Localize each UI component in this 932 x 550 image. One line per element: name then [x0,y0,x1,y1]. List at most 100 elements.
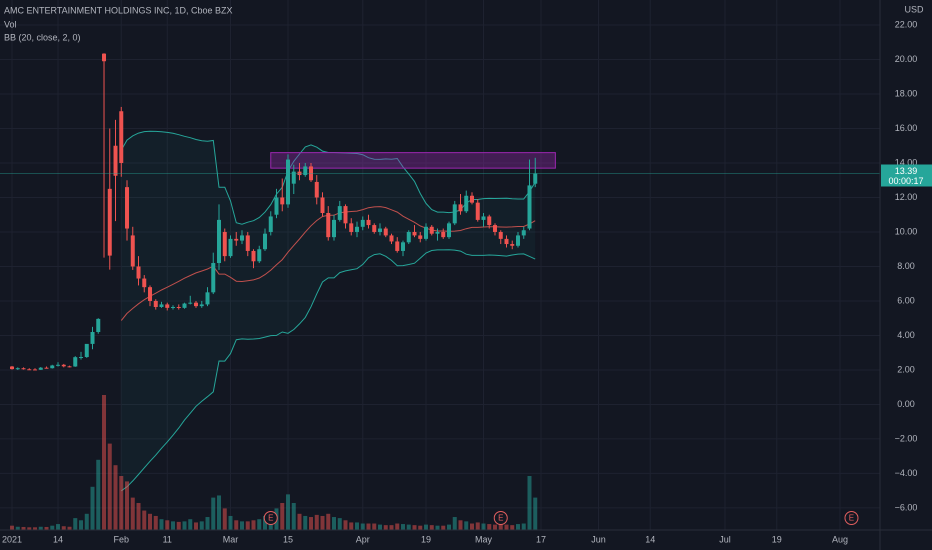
candle-body [67,366,72,368]
volume-bar [263,515,268,530]
volume-bar [125,481,130,530]
volume-bar [441,525,446,530]
candle-body [337,206,342,220]
y-tick-label: 10.00 [895,226,918,236]
candle-body [412,231,417,236]
candle-body [332,219,337,238]
x-tick-label: Aug [832,534,848,544]
candle-body [372,225,377,232]
candle-body [188,302,193,304]
candle-body [498,231,503,239]
volume-bar [142,510,147,530]
candle-body [125,187,130,229]
volume-bar [67,526,72,530]
volume-bar [487,524,492,530]
candle-body [435,231,440,234]
candle-body [401,242,406,251]
bb-lower [121,249,536,492]
candle-body [521,230,526,236]
volume-bar [96,459,101,530]
volume-bar [182,521,187,530]
candle-body [211,263,216,293]
x-tick-label: 17 [536,534,546,544]
chart-title: AMC ENTERTAINMENT HOLDINGS INC, 1D, Cboe… [4,5,233,15]
earnings-label: E [849,514,854,523]
volume-bar [194,522,199,530]
candle-body [240,235,245,241]
candle-body [406,231,411,243]
earnings-marker [493,511,508,525]
volume-bar [90,486,95,530]
volume-bar [423,524,428,530]
x-tick-label: 19 [772,534,782,544]
earnings-label: E [498,514,503,523]
volume-bar [498,524,503,530]
earnings-marker [844,511,859,525]
candle-body [205,292,210,305]
candle-body [171,306,176,308]
volume-bar [469,523,474,530]
candle-body [458,204,463,212]
volume-bar [446,524,451,530]
candle-body [314,181,319,198]
volume-bar [153,515,158,530]
volume-bar [205,517,210,530]
candle-body [159,304,164,307]
candle-body [441,231,446,238]
candle-body [130,235,135,267]
candle-body [280,197,285,205]
countdown-label: 00:00:17 [888,176,923,186]
currency: USD [904,4,924,14]
volume-bar [481,523,486,530]
candle-body [383,228,388,236]
x-tick-label: Jun [591,534,606,544]
volume-bar [21,526,26,530]
candle-body [303,166,308,176]
last-price-box [881,164,932,187]
volume-bar [291,503,296,530]
candle-body [469,195,474,203]
candle-body [194,302,199,307]
volume-bar [309,517,314,530]
candle-body [61,364,66,367]
volume-bar [251,520,256,530]
legend-volume: Vol [4,19,17,29]
x-tick-label: Feb [114,534,130,544]
volume-bar [211,497,216,530]
candle-body [234,238,239,241]
y-tick-label: 0.00 [897,399,915,409]
candle-body [475,202,480,220]
candle-body [182,303,187,308]
candle-body [21,368,26,370]
candle-body [165,304,170,308]
volume-bar [136,503,141,530]
candle-body [113,145,118,176]
candle-body [102,53,107,62]
volume-bar [297,513,302,530]
candle-body [142,278,147,288]
volume-bar [504,524,509,530]
volume-bar [378,524,383,530]
volume-bar [452,517,457,530]
volume-bar [349,522,354,530]
candle-body [360,219,365,227]
candle-body [73,357,78,367]
candle-body [245,235,250,251]
candle-body [492,225,497,232]
candle-body [355,226,360,232]
volume-bar [475,522,480,530]
candle-body [515,235,520,246]
y-tick-label: 6.00 [897,295,915,305]
volume-bar [286,494,291,530]
volume-bar [38,526,43,530]
y-tick-label: 20.00 [895,54,918,64]
volume-bar [217,495,222,530]
volume-bar [159,519,164,530]
volume-bar [84,513,89,530]
volume-bar [360,523,365,530]
y-tick-label: 2.00 [897,364,915,374]
volume-bar [406,524,411,530]
volume-bar [326,513,331,530]
candle-body [27,369,32,371]
